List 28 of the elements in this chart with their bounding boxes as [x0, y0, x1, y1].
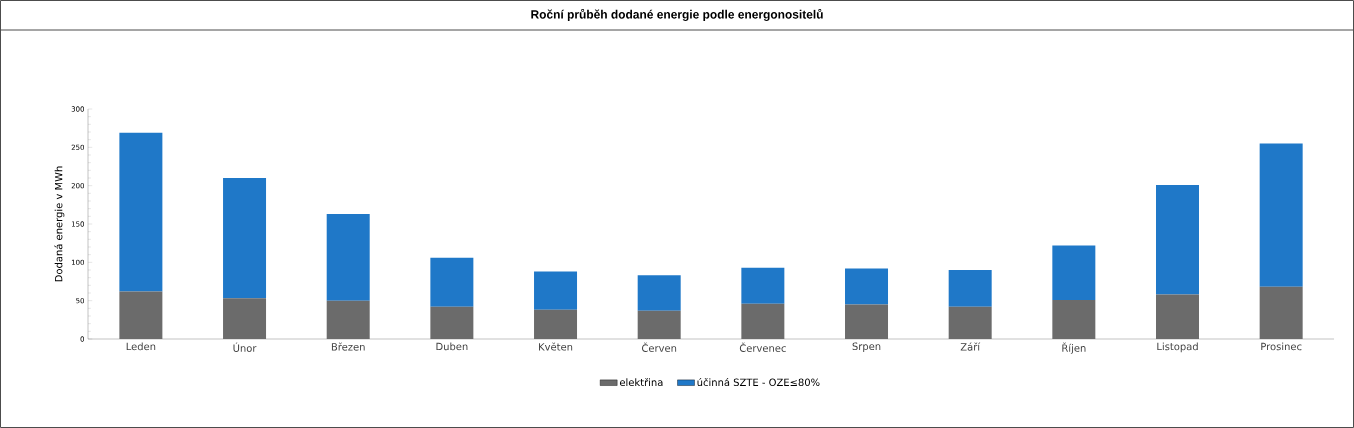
x-tick-label: Srpen	[852, 342, 881, 352]
y-axis-title: Dodaná energie v MWh	[54, 166, 65, 282]
bar	[1052, 245, 1096, 300]
bar	[1156, 184, 1199, 295]
x-tick-label: Únor	[233, 342, 257, 352]
bar	[741, 267, 785, 304]
chart-title: Roční průběh dodané energie podle energonositelů	[531, 8, 823, 22]
legend-label: účinná SZTE - OZE≤80%	[697, 377, 820, 387]
bar	[223, 178, 267, 299]
bar	[119, 132, 163, 292]
bar	[637, 275, 681, 311]
x-tick-label: Září	[960, 342, 981, 351]
bar	[845, 268, 889, 305]
bar	[1259, 143, 1303, 287]
x-tick-label: Leden	[126, 342, 156, 351]
x-tick-label: Prosinec	[1261, 342, 1302, 351]
x-tick-label: Březen	[331, 342, 365, 351]
bar	[430, 257, 474, 307]
bar	[534, 271, 578, 310]
bar	[948, 270, 992, 307]
x-tick-label: Červen	[641, 342, 677, 352]
x-tick-label: Říjen	[1062, 342, 1086, 354]
x-tick-label: Duben	[436, 342, 468, 351]
x-tick-label: Květen	[539, 342, 573, 351]
x-tick-label: Červenec	[739, 342, 786, 352]
x-tick-label: Listopad	[1157, 342, 1198, 353]
bar	[326, 214, 370, 301]
legend-label: elektřina	[619, 377, 663, 387]
